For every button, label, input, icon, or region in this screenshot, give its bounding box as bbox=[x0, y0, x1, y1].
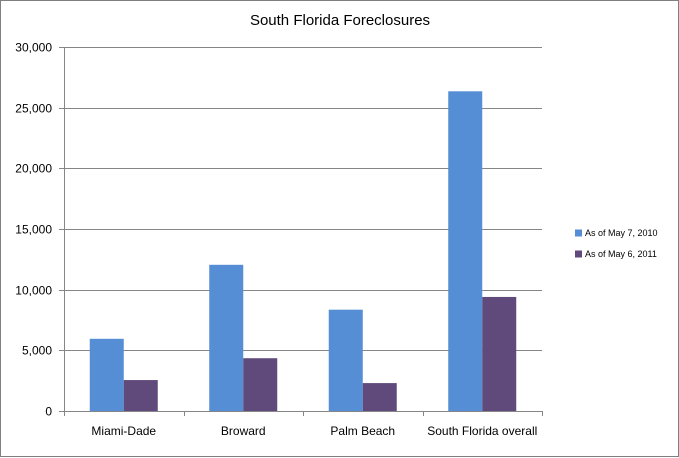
x-category-label: Miami-Dade bbox=[91, 424, 156, 438]
bar-palm-beach-series-1 bbox=[328, 309, 363, 411]
bar-palm-beach-series-2 bbox=[362, 383, 397, 411]
y-tick-label: 15,000 bbox=[15, 223, 52, 237]
bar-south-florida-overall-series-2 bbox=[482, 296, 517, 411]
y-tick-label: 5,000 bbox=[22, 344, 52, 358]
legend-label: As of May 7, 2010 bbox=[585, 228, 658, 238]
legend-swatch bbox=[575, 229, 582, 237]
axes bbox=[59, 47, 543, 416]
y-tick-label: 20,000 bbox=[15, 162, 52, 176]
y-tick-label: 25,000 bbox=[15, 102, 52, 116]
bar-broward-series-2 bbox=[243, 358, 278, 411]
bar-broward-series-1 bbox=[209, 264, 244, 411]
x-category-label: Palm Beach bbox=[330, 424, 395, 438]
x-category-label: Broward bbox=[221, 424, 266, 438]
bar-south-florida-overall-series-1 bbox=[448, 91, 483, 411]
x-category-labels: Miami-Dade Broward Palm Beach South Florida… bbox=[91, 424, 537, 438]
bar-miami-dade-series-2 bbox=[123, 380, 158, 411]
bar-miami-dade-series-1 bbox=[89, 338, 124, 411]
y-tick-label: 10,000 bbox=[15, 284, 52, 298]
bars bbox=[89, 91, 517, 411]
y-tick-labels: 0 5,000 10,000 15,000 20,000 25,000 30,000 bbox=[15, 41, 52, 419]
legend-swatch bbox=[575, 250, 582, 258]
y-tick-label: 0 bbox=[45, 405, 52, 419]
legend: As of May 7, 2010 As of May 6, 2011 bbox=[575, 228, 658, 259]
y-tick-label: 30,000 bbox=[15, 41, 52, 55]
x-category-label: South Florida overall bbox=[427, 424, 537, 438]
legend-label: As of May 6, 2011 bbox=[585, 249, 657, 259]
chart-title: South Florida Foreclosures bbox=[250, 12, 430, 29]
